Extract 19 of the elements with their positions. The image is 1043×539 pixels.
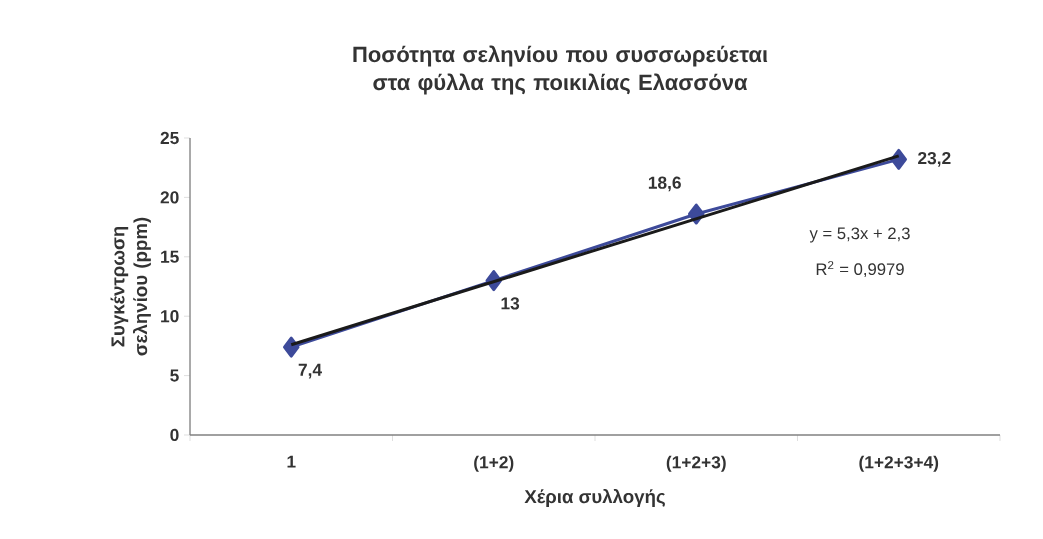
chart-title: Ποσότητα σεληνίου που συσσωρεύεται στα φύλλα της ποικιλίας Ελασσόνα	[353, 45, 768, 95]
x-tick-label: (1+2)	[474, 455, 514, 472]
data-label: 13	[501, 297, 520, 310]
data-label: 23,2	[918, 151, 951, 167]
data-label: 7,4	[298, 363, 322, 379]
annotation: y = 5,3x + 2,3	[809, 227, 910, 243]
y-tick-label: 15	[161, 250, 179, 263]
y-tick-label: 5	[170, 369, 179, 382]
annotation: R$^{2}$ = 0,9979	[816, 260, 904, 278]
y-tick-label: 10	[161, 310, 179, 323]
y-tick-label: 0	[170, 428, 179, 442]
data-label: 18,6	[648, 176, 681, 192]
x-axis-title: Χέρια συλλογής	[524, 489, 665, 507]
x-tick-label: (1+2+3)	[666, 455, 726, 472]
x-tick-label: 1	[287, 455, 296, 468]
y-tick-label: 25	[160, 131, 179, 145]
y-tick-label: 20	[160, 191, 179, 204]
x-tick-label: (1+2+3+4)	[859, 455, 939, 472]
y-axis-title: Συγκέντρωση σεληνίου (ppm)	[110, 217, 151, 356]
